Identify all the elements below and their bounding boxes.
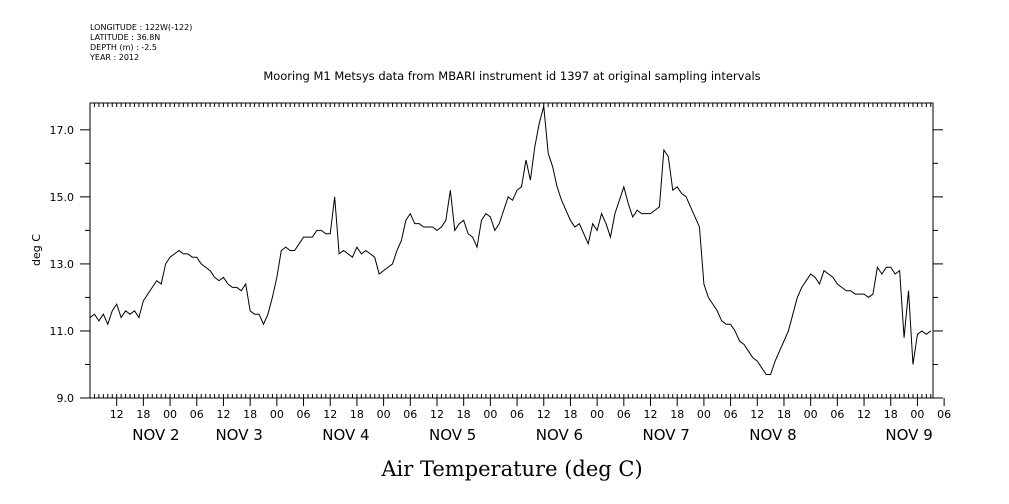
x-day-label: NOV 4 — [322, 426, 369, 444]
series-line-air-temperature — [89, 106, 932, 376]
x-hour-tick-label: 12 — [644, 408, 658, 421]
y-tick-label: 11.0 — [50, 325, 75, 338]
year-label: YEAR : 2012 — [89, 53, 139, 62]
x-hour-tick-label: 06 — [617, 408, 631, 421]
metadata-block: LONGITUDE : 122W(-122) LATITUDE : 36.8N … — [89, 23, 192, 62]
x-hour-tick-label: 00 — [377, 408, 391, 421]
x-hour-tick-label: 18 — [136, 408, 150, 421]
x-axis-label: Air Temperature (deg C) — [380, 457, 642, 481]
x-hour-tick-label: 18 — [350, 408, 364, 421]
x-hour-tick-label: 12 — [110, 408, 124, 421]
x-hour-tick-label: 00 — [270, 408, 284, 421]
plot-frame — [89, 102, 934, 399]
x-hour-tick-label: 00 — [590, 408, 604, 421]
x-day-label: NOV 8 — [749, 426, 796, 444]
x-day-label: NOV 3 — [215, 426, 262, 444]
y-tick-label: 13.0 — [50, 258, 75, 271]
x-hour-tick-label: 00 — [163, 408, 177, 421]
x-hour-tick-label: 06 — [830, 408, 844, 421]
x-hour-tick-label: 18 — [563, 408, 577, 421]
y-tick-label: 9.0 — [57, 392, 75, 405]
x-hour-tick-label: 12 — [750, 408, 764, 421]
y-tick-label: 15.0 — [50, 191, 75, 204]
x-hour-tick-label: 18 — [670, 408, 684, 421]
x-hour-tick-label: 18 — [777, 408, 791, 421]
x-hour-tick-label: 06 — [190, 408, 204, 421]
y-tick-label: 17.0 — [50, 124, 75, 137]
x-hour-tick-label: 12 — [323, 408, 337, 421]
x-day-label: NOV 7 — [643, 426, 690, 444]
x-hour-tick-label: 12 — [216, 408, 230, 421]
x-hour-tick-label: 18 — [243, 408, 257, 421]
x-hour-tick-label: 06 — [297, 408, 311, 421]
x-hour-tick-label: 00 — [804, 408, 818, 421]
minor-ticks — [89, 103, 932, 398]
y-axis-label: deg C — [30, 234, 43, 266]
depth-label: DEPTH (m) : -2.5 — [90, 43, 157, 52]
x-hour-tick-label: 18 — [457, 408, 471, 421]
x-hour-tick-label: 00 — [910, 408, 924, 421]
x-hour-tick-label: 18 — [884, 408, 898, 421]
x-hour-tick-label: 06 — [403, 408, 417, 421]
x-hour-tick-label: 12 — [430, 408, 444, 421]
x-hour-tick-label: 06 — [510, 408, 524, 421]
x-day-label: NOV 2 — [132, 426, 179, 444]
x-hour-tick-label: 06 — [937, 408, 951, 421]
x-axis: 12 18 00 06 12 18 00 06 12 18 00 06 12 18 00 06 12 18 00 06… — [110, 398, 951, 444]
x-hour-tick-label: 12 — [857, 408, 871, 421]
x-hour-tick-label: 00 — [697, 408, 711, 421]
y-axis: 9.0 11.0 13.0 15.0 17.0 — [50, 124, 943, 405]
x-day-label: NOV 5 — [429, 426, 476, 444]
x-hour-tick-label: 00 — [483, 408, 497, 421]
x-day-label: NOV 6 — [536, 426, 583, 444]
x-hour-tick-label: 12 — [537, 408, 551, 421]
x-day-label: NOV 9 — [885, 426, 932, 444]
latitude-label: LATITUDE : 36.8N — [90, 33, 160, 42]
chart-title: Mooring M1 Metsys data from MBARI instru… — [263, 69, 760, 83]
longitude-label: LONGITUDE : 122W(-122) — [90, 23, 192, 32]
x-hour-tick-label: 06 — [724, 408, 738, 421]
